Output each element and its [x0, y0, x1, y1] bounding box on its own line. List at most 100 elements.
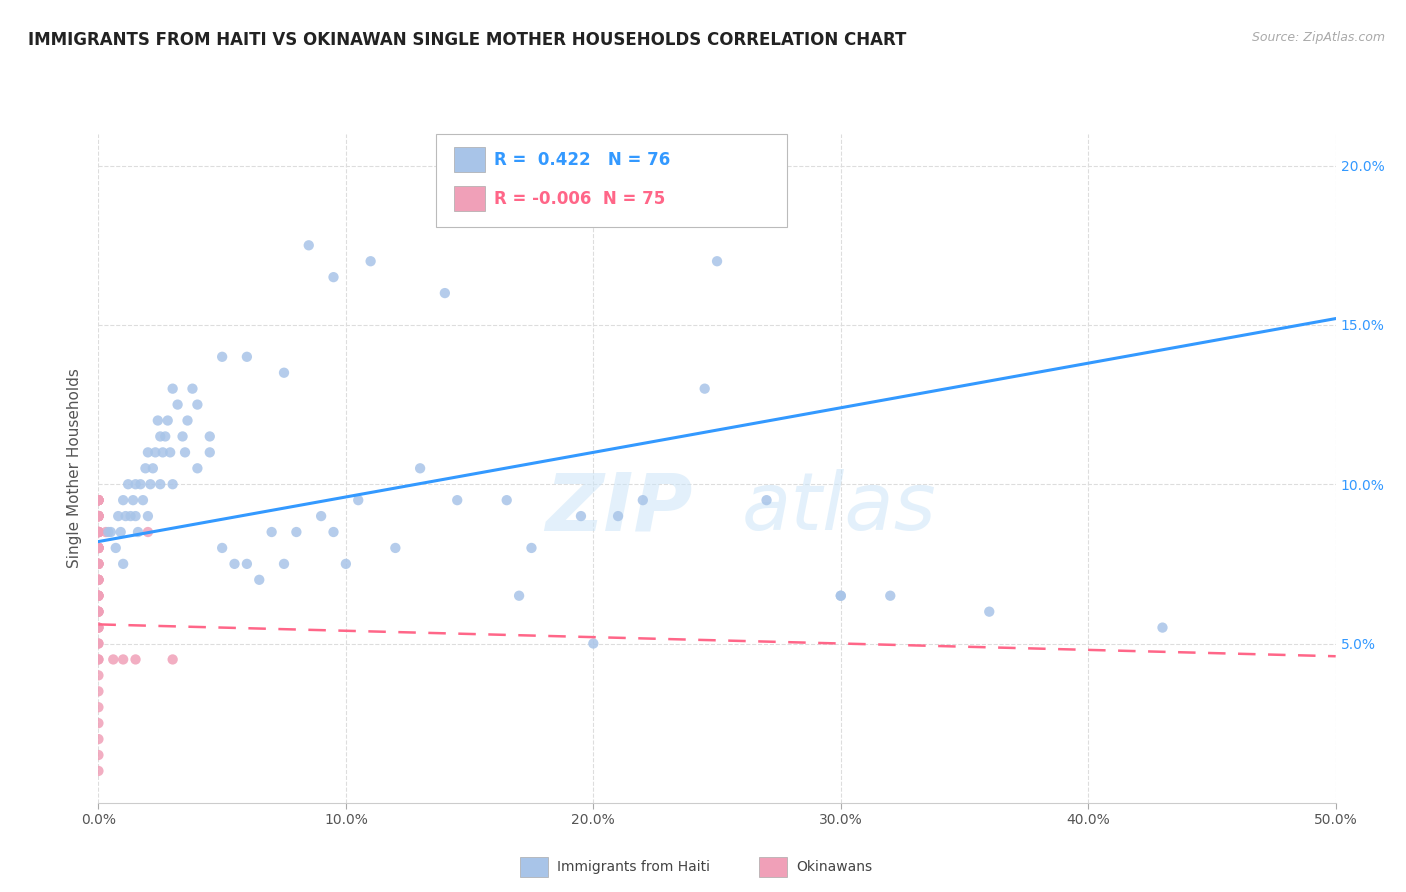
Point	[87, 636, 110, 650]
Point	[94, 524, 117, 539]
Point	[285, 524, 308, 539]
Point	[87, 541, 110, 555]
Point	[87, 524, 110, 539]
Point	[87, 605, 110, 619]
Point	[631, 493, 654, 508]
Point	[830, 589, 852, 603]
Point	[87, 493, 110, 508]
Point	[508, 589, 530, 603]
Point	[174, 445, 197, 459]
Point	[433, 286, 456, 301]
Point	[117, 477, 139, 491]
Point	[87, 524, 110, 539]
Point	[127, 524, 149, 539]
Point	[162, 477, 184, 491]
Point	[100, 524, 122, 539]
Text: IMMIGRANTS FROM HAITI VS OKINAWAN SINGLE MOTHER HOUSEHOLDS CORRELATION CHART: IMMIGRANTS FROM HAITI VS OKINAWAN SINGLE…	[28, 31, 907, 49]
Point	[87, 747, 110, 762]
Point	[87, 541, 110, 555]
Point	[87, 621, 110, 635]
Point	[112, 652, 135, 666]
Point	[569, 509, 592, 524]
Point	[143, 445, 166, 459]
Point	[693, 382, 716, 396]
Point	[112, 557, 135, 571]
Point	[87, 509, 110, 524]
Point	[87, 493, 110, 508]
Point	[110, 524, 132, 539]
Point	[247, 573, 270, 587]
Point	[162, 382, 184, 396]
Point	[211, 541, 233, 555]
Point	[87, 493, 110, 508]
Point	[87, 684, 110, 698]
Point	[87, 509, 110, 524]
Point	[139, 477, 162, 491]
Point	[136, 524, 159, 539]
Point	[87, 509, 110, 524]
Point	[136, 445, 159, 459]
Point	[211, 350, 233, 364]
Point	[87, 573, 110, 587]
Point	[87, 573, 110, 587]
Point	[87, 509, 110, 524]
Point	[87, 493, 110, 508]
Point	[87, 509, 110, 524]
Point	[87, 557, 110, 571]
Point	[124, 509, 146, 524]
Point	[879, 589, 901, 603]
Point	[87, 573, 110, 587]
Point	[87, 589, 110, 603]
Point	[582, 636, 605, 650]
Point	[87, 524, 110, 539]
Point	[87, 557, 110, 571]
Point	[87, 652, 110, 666]
Point	[87, 764, 110, 778]
Point	[149, 477, 172, 491]
Text: Okinawans: Okinawans	[796, 860, 872, 874]
Point	[87, 573, 110, 587]
Point	[87, 524, 110, 539]
Point	[198, 429, 221, 443]
Text: atlas: atlas	[742, 469, 936, 548]
Point	[120, 509, 142, 524]
Point	[134, 461, 156, 475]
Point	[495, 493, 517, 508]
Point	[112, 493, 135, 508]
Point	[87, 621, 110, 635]
Point	[409, 461, 432, 475]
Point	[87, 700, 110, 714]
Point	[236, 350, 259, 364]
Point	[156, 413, 179, 427]
Text: R = -0.006  N = 75: R = -0.006 N = 75	[494, 190, 665, 208]
Point	[152, 445, 174, 459]
Point	[87, 509, 110, 524]
Point	[87, 493, 110, 508]
Point	[87, 716, 110, 731]
Point	[979, 605, 1001, 619]
Point	[87, 557, 110, 571]
Point	[149, 429, 172, 443]
Point	[87, 636, 110, 650]
Point	[87, 509, 110, 524]
Point	[186, 398, 208, 412]
Point	[87, 541, 110, 555]
Point	[107, 509, 129, 524]
Point	[706, 254, 728, 268]
Point	[124, 477, 146, 491]
Point	[124, 652, 146, 666]
Point	[132, 493, 155, 508]
Point	[122, 493, 145, 508]
Point	[136, 509, 159, 524]
Point	[87, 589, 110, 603]
Point	[87, 524, 110, 539]
Point	[87, 589, 110, 603]
Point	[87, 541, 110, 555]
Point	[87, 524, 110, 539]
Point	[166, 398, 188, 412]
Point	[335, 557, 357, 571]
Point	[87, 557, 110, 571]
Point	[360, 254, 382, 268]
Point	[87, 605, 110, 619]
Point	[87, 524, 110, 539]
